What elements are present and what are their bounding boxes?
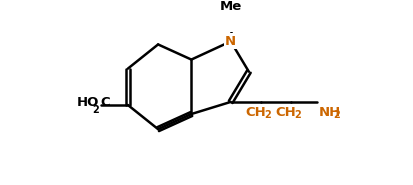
Text: HO: HO — [77, 96, 99, 109]
Text: CH: CH — [245, 106, 266, 119]
Text: 2: 2 — [294, 110, 301, 120]
Text: CH: CH — [275, 106, 296, 119]
Text: 2: 2 — [333, 110, 340, 120]
Text: N: N — [225, 35, 236, 48]
Text: 2: 2 — [264, 110, 271, 120]
Text: Me: Me — [220, 0, 242, 13]
Text: 2: 2 — [93, 105, 99, 115]
Text: C: C — [101, 96, 110, 109]
Text: NH: NH — [318, 106, 341, 119]
